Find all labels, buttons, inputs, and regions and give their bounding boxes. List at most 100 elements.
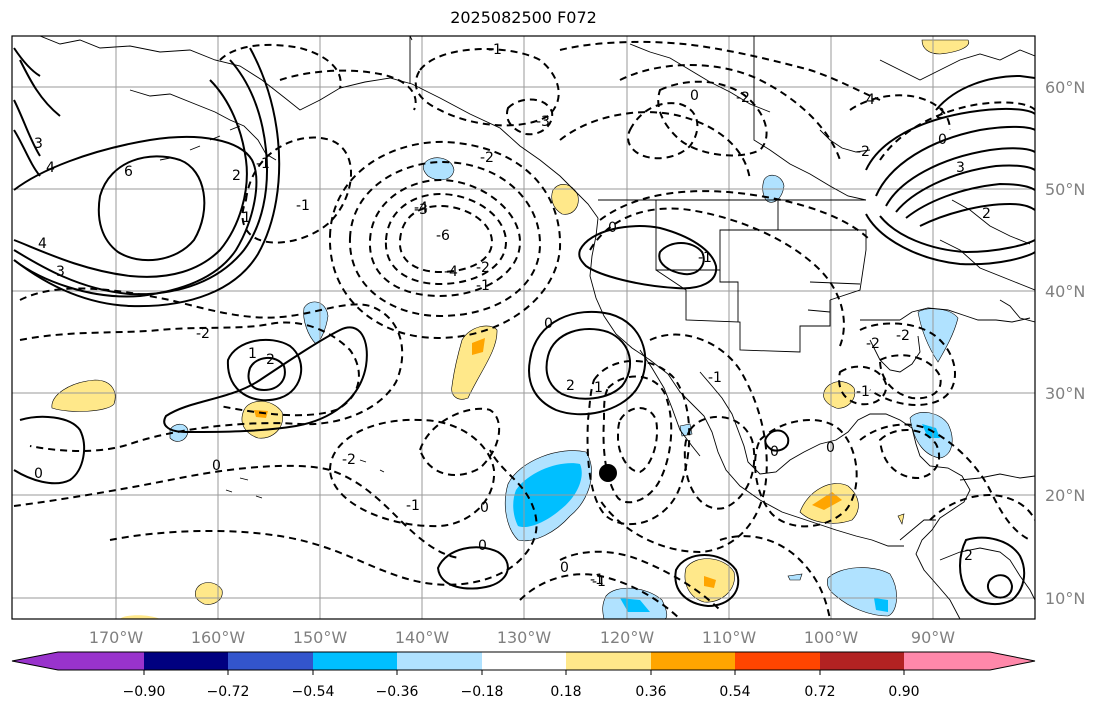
lon-label: 130°W <box>497 628 552 647</box>
negative-shade-area <box>874 598 888 612</box>
lon-label: 160°W <box>191 628 246 647</box>
map-title: 2025082500 F072 <box>450 8 597 27</box>
lon-label: 120°W <box>600 628 655 647</box>
latitude-labels: 60°N 50°N 40°N 30°N 20°N 10°N <box>1045 78 1085 608</box>
positive-contours <box>13 47 1035 608</box>
contour-label: 0 <box>938 132 947 148</box>
contour-label: 2 <box>566 378 575 394</box>
negative-shade-area <box>787 573 803 581</box>
contour-label: 3 <box>956 160 965 176</box>
colorbar: −0.90 −0.72 −0.54 −0.36 −0.18 0.18 0.36 … <box>11 651 1036 700</box>
positive-shade-area <box>812 492 842 510</box>
contour-label: -1 <box>256 156 270 172</box>
lon-label: 100°W <box>804 628 859 647</box>
positive-shade-area <box>704 576 716 588</box>
contour-label: 4 <box>38 236 47 252</box>
colorbar-tick-label: 0.54 <box>719 684 750 700</box>
colorbar-swatch <box>58 652 144 670</box>
lon-label: 170°W <box>89 628 144 647</box>
contour-label: -4 <box>414 200 428 216</box>
contour-label: -1 <box>590 572 604 588</box>
contour-label: 0 <box>478 538 487 554</box>
lat-label: 20°N <box>1045 486 1085 505</box>
colorbar-tick-label: 0.36 <box>635 684 666 700</box>
contour-label: -6 <box>436 228 450 244</box>
contour-label: -2 <box>856 144 870 160</box>
contour-label: -1 <box>296 198 310 214</box>
lat-label: 50°N <box>1045 180 1085 199</box>
contour-label: 3 <box>56 264 65 280</box>
contour-label: 2 <box>232 168 241 184</box>
lat-label: 40°N <box>1045 282 1085 301</box>
lat-label: 60°N <box>1045 78 1085 97</box>
longitude-labels: 170°W 160°W 150°W 140°W 130°W 120°W 110°… <box>89 628 955 647</box>
contour-label: -4 <box>444 264 458 280</box>
contour-label: -2 <box>866 336 880 352</box>
colorbar-swatch <box>735 652 820 670</box>
lat-label: 30°N <box>1045 384 1085 403</box>
positive-shade-area <box>51 379 116 412</box>
contour-label: 1 <box>248 346 257 362</box>
colorbar-swatch <box>12 652 58 670</box>
colorbar-tick-label: 0.18 <box>550 684 581 700</box>
positive-shade-area <box>921 39 970 55</box>
location-marker <box>599 464 617 482</box>
contour-label: -3 <box>414 202 428 218</box>
lon-label: 110°W <box>702 628 757 647</box>
contour-label: -1 <box>708 370 722 386</box>
colorbar-tick-label: −0.54 <box>292 684 335 700</box>
contour-label: 6 <box>124 164 133 180</box>
contour-label: -2 <box>736 90 750 106</box>
contour-label: 0 <box>608 220 617 236</box>
contour-label: 0 <box>34 466 43 482</box>
colorbar-swatch <box>397 652 482 670</box>
negative-contours <box>13 40 1035 619</box>
contour-label: 4 <box>46 160 55 176</box>
colorbar-tick-label: 0.72 <box>804 684 835 700</box>
contour-label: -2 <box>896 328 910 344</box>
colorbar-tick-label: 0.90 <box>888 684 919 700</box>
contour-label: 2 <box>964 548 973 564</box>
contour-label: -2 <box>480 150 494 166</box>
contour-label-layer: -1 -3 -4 -2 -3 -2 -1 -6 -4 -2 -1 0 -1 -2… <box>34 42 991 590</box>
coastlines-and-borders <box>39 36 1035 619</box>
contour-label: 0 <box>212 458 221 474</box>
contour-label: 4 <box>866 92 875 108</box>
contour-label: 2 <box>266 352 275 368</box>
positive-shade-area <box>897 513 905 525</box>
lon-label: 150°W <box>293 628 348 647</box>
contour-label: 0 <box>770 444 779 460</box>
colorbar-outline <box>11 651 1036 671</box>
contour-label: 0 <box>690 88 699 104</box>
contour-label: -1 <box>698 250 712 266</box>
contour-label: -1 <box>476 278 490 294</box>
contour-label: -2 <box>342 452 356 468</box>
map-frame <box>11 35 1036 620</box>
contour-label: -1 <box>856 384 870 400</box>
positive-shade-area <box>254 410 268 418</box>
contour-label: -1 <box>488 42 502 58</box>
contour-label: -1 <box>592 574 606 590</box>
contour-label: 3 <box>34 136 43 152</box>
contour-label: -2 <box>476 260 490 276</box>
contour-label: 0 <box>480 500 489 516</box>
contour-label: -2 <box>196 326 210 342</box>
positive-shade-area <box>451 325 498 400</box>
colorbar-swatch <box>990 652 1035 670</box>
colorbar-swatch <box>651 652 735 670</box>
colorbar-swatch <box>820 652 904 670</box>
colorbar-swatch <box>144 652 228 670</box>
contour-label: 0 <box>826 440 835 456</box>
colorbar-ticks <box>143 670 905 675</box>
lon-label: 90°W <box>911 628 955 647</box>
contour-label: 0 <box>560 560 569 576</box>
colorbar-swatch <box>904 652 990 670</box>
contour-label: -1 <box>406 498 420 514</box>
colorbar-tick-label: −0.18 <box>461 684 504 700</box>
positive-shade-area <box>120 615 160 619</box>
lon-label: 140°W <box>395 628 450 647</box>
colorbar-tick-label: −0.36 <box>376 684 419 700</box>
colorbar-swatch <box>228 652 313 670</box>
contour-label: 0 <box>544 316 553 332</box>
